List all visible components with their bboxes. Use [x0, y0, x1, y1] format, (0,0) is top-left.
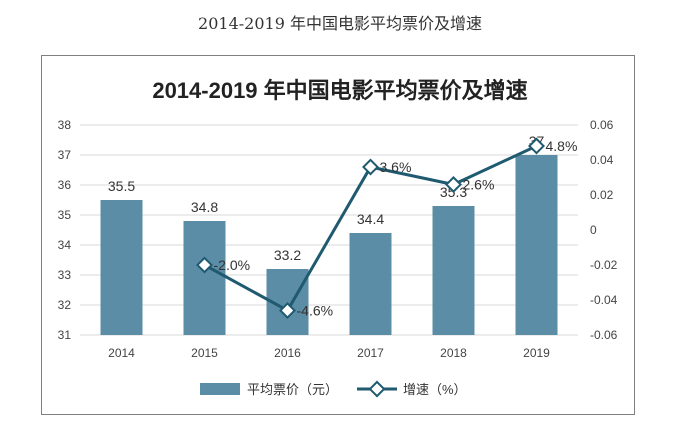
y-right-tick-label: -0.06 [590, 328, 618, 342]
bar [515, 155, 558, 335]
chart-title: 2014-2019 年中国电影平均票价及增速 [152, 78, 527, 103]
line-marker [279, 302, 296, 319]
page-caption: 2014-2019 年中国电影平均票价及增速 [198, 14, 482, 33]
line-marker [445, 176, 462, 193]
y-left-tick-label: 37 [58, 148, 72, 162]
y-left-tick-label: 31 [58, 328, 72, 342]
line-marker [528, 137, 545, 155]
bar-data-label: 34.8 [191, 199, 218, 215]
line-data-label: -2.0% [214, 257, 251, 273]
line-marker [196, 256, 213, 274]
y-left-tick-label: 34 [58, 238, 72, 252]
x-tick-label: 2017 [357, 346, 384, 360]
y-left-tick-label: 36 [58, 178, 72, 192]
line-data-label: -4.6% [297, 303, 334, 319]
bar-data-label: 34.4 [357, 211, 384, 227]
y-left-tick-label: 38 [58, 118, 72, 132]
bar [100, 200, 143, 335]
x-tick-label: 2019 [523, 346, 550, 360]
bar-data-label: 33.2 [274, 247, 301, 263]
y-right-tick-label: 0 [590, 223, 597, 237]
legend-bar-swatch [200, 383, 240, 395]
bar [432, 206, 475, 335]
x-tick-label: 2015 [191, 346, 218, 360]
legend-bar-label: 平均票价（元） [247, 382, 338, 397]
line-data-label: 3.6% [380, 159, 412, 175]
line-marker [362, 158, 379, 176]
line-data-label: 2.6% [463, 177, 495, 193]
x-tick-label: 2016 [274, 346, 301, 360]
bar-data-label: 35.5 [108, 178, 135, 194]
y-right-tick-label: 0.04 [590, 153, 614, 167]
y-left-tick-label: 32 [58, 298, 72, 312]
y-left-tick-label: 35 [58, 208, 72, 222]
x-tick-label: 2018 [440, 346, 467, 360]
bar [183, 221, 226, 335]
x-tick-label: 2014 [108, 346, 135, 360]
y-right-tick-label: -0.02 [590, 258, 618, 272]
y-right-tick-label: 0.06 [590, 118, 614, 132]
line-data-label: 4.8% [546, 138, 578, 154]
y-right-tick-label: 0.02 [590, 188, 614, 202]
y-left-tick-label: 33 [58, 268, 72, 282]
bar [349, 233, 392, 335]
legend-line-label: 增速（%） [403, 382, 467, 397]
y-right-tick-label: -0.04 [590, 293, 618, 307]
legend-line-marker [368, 380, 386, 398]
